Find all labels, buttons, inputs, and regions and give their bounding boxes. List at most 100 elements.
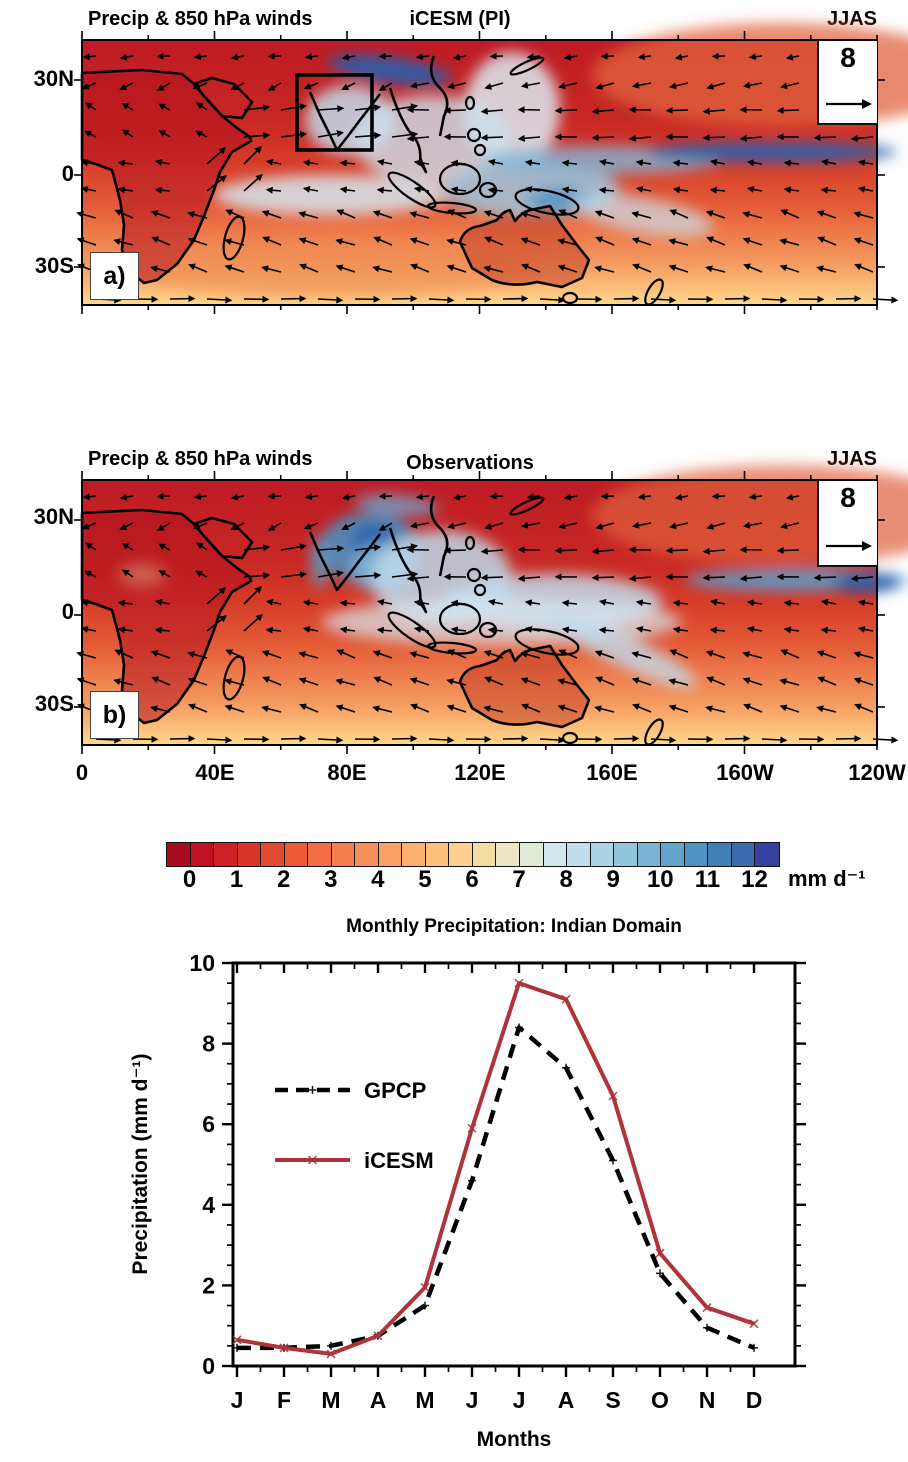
colorbar-tick-4: 4: [371, 866, 385, 893]
chart-ytick-0: 0: [202, 1353, 215, 1379]
colorbar-cell-21: [661, 843, 685, 866]
colorbar-tick-3: 3: [324, 866, 338, 893]
panel-a-model-label: iCESM (PI): [409, 8, 511, 30]
wind-reference-box-b: 8: [817, 481, 877, 567]
colorbar: [166, 842, 780, 867]
colorbar-tick-1: 1: [229, 866, 244, 893]
colorbar-cell-7: [331, 843, 356, 866]
colorbar-cell-18: [590, 843, 615, 866]
chart-month-label-2: M: [321, 1387, 340, 1413]
chart-month-label-5: J: [466, 1387, 479, 1413]
monthly-precip-chart: J F M A M J J A S O N D 0 2 4 6 8 10 GPCP iCESM: [189, 950, 806, 1413]
colorbar-cell-8: [355, 843, 379, 866]
coastlines: [80, 55, 664, 306]
chart-month-label-11: D: [746, 1387, 763, 1413]
chart-axis-ticks: [222, 961, 806, 1377]
panel-b-label: b): [90, 691, 139, 739]
colorbar-cell-25: [755, 843, 779, 866]
lat-label-b-30N: 30N: [33, 504, 74, 529]
wind-reference-value-b: 8: [840, 482, 856, 513]
chart-plot-frame: [231, 961, 797, 1368]
lat-label-a-0: 0: [61, 161, 74, 186]
colorbar-cell-11: [425, 843, 450, 866]
colorbar-cell-24: [731, 843, 756, 866]
colorbar-cell-15: [519, 843, 544, 866]
colorbar-tick-6: 6: [465, 866, 479, 893]
colorbar-cell-22: [684, 843, 709, 866]
chart-series-gpcp: [237, 1025, 755, 1351]
chart-month-label-3: A: [370, 1387, 387, 1413]
wind-vectors: [76, 52, 899, 304]
colorbar-tick-7: 7: [512, 866, 526, 893]
legend-marker-icesm: [307, 1155, 318, 1165]
wind-reference-arrow-b: [826, 541, 872, 551]
chart-month-label-8: S: [605, 1387, 620, 1413]
colorbar-cell-3: [237, 843, 262, 866]
chart-ytick-8: 8: [202, 1031, 215, 1057]
chart-ytick-10: 10: [189, 950, 215, 976]
chart-ytick-4: 4: [202, 1192, 215, 1218]
wind-reference-arrow-a: [826, 99, 872, 109]
lon-label-120E: 120E: [454, 760, 506, 785]
legend-marker-gpcp: [308, 1086, 317, 1094]
lon-label-120W: 120W: [848, 760, 906, 785]
colorbar-cell-23: [708, 843, 732, 866]
chart-month-label-6: J: [513, 1387, 526, 1413]
lon-label-80E: 80E: [327, 760, 367, 785]
chart-ytick-6: 6: [202, 1111, 215, 1137]
colorbar-tick-9: 9: [606, 866, 620, 893]
colorbar-cell-6: [308, 843, 332, 866]
lon-label-160E: 160E: [586, 760, 638, 785]
colorbar-cell-2: [214, 843, 238, 866]
chart-markers-gpcp: [233, 1023, 758, 1352]
colorbar-tick-12: 12: [741, 866, 768, 893]
wind-vectors: [76, 492, 899, 744]
lat-label-b-30S: 30S: [34, 691, 74, 716]
chart-month-label-9: O: [651, 1387, 669, 1413]
colorbar-cell-20: [637, 843, 662, 866]
colorbar-unit: mm d⁻¹: [788, 866, 866, 891]
colorbar-tick-0: 0: [182, 866, 197, 893]
map-panel-b: [74, 465, 908, 754]
colorbar-cell-4: [261, 843, 285, 866]
lat-label-a-30N: 30N: [33, 66, 74, 91]
chart-markers-icesm: [232, 978, 759, 1359]
panel-a-label: a): [90, 252, 139, 300]
colorbar-cell-13: [472, 843, 497, 866]
colorbar-cell-12: [449, 843, 473, 866]
colorbar-cell-14: [496, 843, 520, 866]
wind-reference-box-a: 8: [817, 41, 877, 125]
colorbar-cell-17: [567, 843, 591, 866]
chart-month-label-1: F: [277, 1387, 291, 1413]
colorbar-tick-11: 11: [694, 866, 721, 893]
colorbar-tick-8: 8: [559, 866, 573, 893]
panel-b-title: Precip & 850 hPa winds: [88, 448, 313, 470]
colorbar-cell-10: [402, 843, 426, 866]
panel-b-season-label: JJAS: [826, 448, 877, 470]
legend-label-gpcp: GPCP: [364, 1078, 426, 1103]
colorbar-cell-16: [543, 843, 568, 866]
colorbar-cell-9: [378, 843, 403, 866]
panel-a-title: Precip & 850 hPa winds: [88, 8, 313, 30]
chart-month-label-10: N: [699, 1387, 716, 1413]
colorbar-cell-19: [614, 843, 638, 866]
chart-month-label-4: M: [415, 1387, 434, 1413]
colorbar-cell-1: [190, 843, 215, 866]
lon-label-160W: 160W: [716, 760, 774, 785]
wind-reference-value-a: 8: [840, 42, 856, 73]
lon-label-40E: 40E: [195, 760, 235, 785]
map-frame-ticks: [74, 31, 885, 314]
colorbar-tick-10: 10: [646, 866, 674, 893]
chart-month-label-7: A: [558, 1387, 575, 1413]
panel-a-season-label: JJAS: [826, 8, 877, 30]
lat-label-a-30S: 30S: [34, 253, 74, 278]
chart-month-label-0: J: [231, 1387, 244, 1413]
chart-title: Monthly Precipitation: Indian Domain: [346, 916, 682, 937]
map-frame-ticks: [74, 471, 885, 754]
chart-x-axis-label: Months: [476, 1428, 552, 1451]
map-panel-a: [74, 23, 908, 314]
lon-label-0: 0: [75, 760, 89, 785]
panel-b-model-label: Observations: [406, 452, 534, 474]
chart-series-icesm: [236, 981, 755, 1356]
